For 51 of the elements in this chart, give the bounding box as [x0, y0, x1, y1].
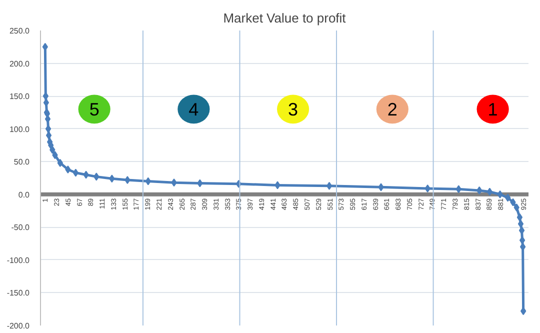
point	[52, 151, 58, 160]
point	[424, 184, 430, 192]
point	[109, 174, 115, 183]
point	[518, 220, 524, 228]
annotation: 1	[488, 100, 498, 120]
point	[497, 190, 503, 198]
point	[50, 146, 56, 154]
annotation: 5	[89, 100, 100, 120]
point	[510, 198, 516, 206]
point	[42, 42, 48, 51]
y-tick-label: 50.0	[14, 158, 30, 167]
y-tick-label: 100.0	[9, 124, 30, 134]
point	[197, 179, 203, 188]
point	[65, 165, 71, 174]
point	[72, 168, 79, 177]
point	[94, 172, 100, 181]
point	[326, 182, 332, 190]
point	[124, 176, 130, 184]
annotation: 4	[188, 100, 199, 120]
annotation: 2	[387, 100, 398, 120]
chart-title: Market Value to profit	[223, 10, 346, 26]
point	[504, 194, 511, 202]
point	[145, 177, 151, 186]
point	[378, 183, 384, 192]
point	[44, 115, 51, 123]
point	[456, 185, 462, 194]
point	[171, 178, 177, 187]
point	[46, 131, 52, 140]
point	[516, 213, 523, 222]
point	[514, 204, 520, 212]
y-tick-label: -100.0	[6, 256, 30, 265]
y-tick-label: -150.0	[6, 288, 30, 298]
point	[476, 186, 482, 194]
y-tick-label: 0.0	[18, 190, 30, 200]
point	[518, 226, 525, 234]
point	[486, 188, 493, 196]
point	[83, 170, 89, 179]
y-tick-label: 150.0	[9, 92, 30, 102]
y-tick-label: 200.0	[9, 59, 30, 68]
point	[42, 92, 49, 100]
point	[45, 124, 52, 133]
y-tick-label: -50.0	[11, 223, 30, 232]
point	[520, 307, 526, 316]
point	[43, 98, 50, 107]
y-tick-label: -200.0	[6, 322, 30, 330]
y-tick-label: 250.0	[9, 26, 30, 36]
point	[520, 242, 526, 251]
point	[519, 236, 526, 244]
point	[274, 181, 280, 190]
point	[57, 158, 63, 167]
annotation: 3	[288, 100, 298, 120]
